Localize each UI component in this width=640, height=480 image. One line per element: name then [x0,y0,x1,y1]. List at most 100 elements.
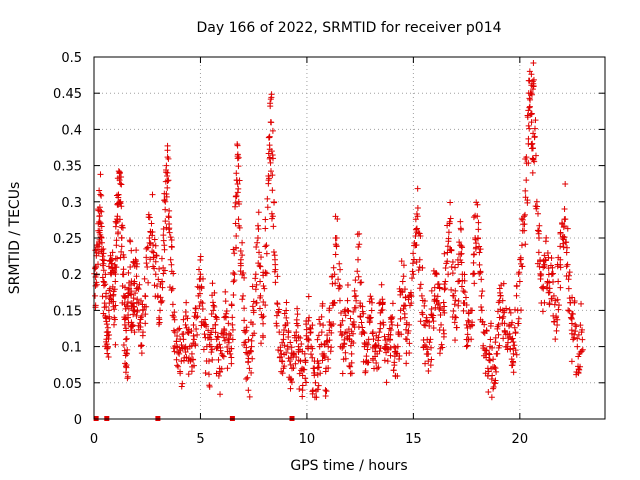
data-point [145,279,152,286]
data-point [109,249,116,256]
data-point [420,344,427,351]
data-point [365,359,372,366]
data-point [139,307,146,314]
data-point [416,285,423,292]
data-point [136,319,143,326]
data-point [457,218,464,225]
data-point [309,354,316,361]
data-point [171,316,178,323]
data-point [287,339,294,346]
data-point [526,125,533,132]
data-point [455,302,462,309]
data-point [253,299,260,306]
data-point [504,339,511,346]
data-point [436,306,443,313]
data-point [557,284,564,291]
data-point [330,264,337,271]
data-point [211,303,218,310]
data-point [377,309,384,316]
data-point [509,358,516,365]
data-point [236,200,243,207]
data-point [142,311,149,318]
data-point [105,307,112,314]
data-point [279,370,286,377]
data-point [485,356,492,363]
data-point [217,347,224,354]
data-point [122,360,129,367]
data-point [171,309,178,316]
data-point [421,302,428,309]
data-point [160,270,167,277]
data-point [535,230,542,237]
data-point [529,86,536,93]
data-point [502,343,509,350]
y-tick-label: 0.1 [61,341,82,356]
data-point [137,316,144,323]
data-point [579,336,586,343]
chart-title: Day 166 of 2022, SRMTID for receiver p01… [196,20,501,36]
data-point [396,285,403,292]
data-point [220,353,227,360]
data-point [430,325,437,332]
data-point [448,247,455,254]
data-point [464,342,471,349]
data-point [336,260,343,267]
data-point [285,355,292,362]
data-point [309,345,316,352]
data-point [379,301,386,308]
data-point [299,393,306,400]
data-point [399,289,406,296]
data-point [212,313,219,320]
data-point [217,391,224,398]
data-point [548,254,555,261]
data-point [134,307,141,314]
data-point [417,281,424,288]
data-point [303,379,310,386]
data-point [158,255,165,262]
data-point [168,236,175,243]
data-point [223,310,230,317]
data-point [183,354,190,361]
data-point [105,263,112,270]
data-point [387,352,394,359]
data-point [396,356,403,363]
data-point [245,387,252,394]
data-point [568,358,575,365]
data-point [336,282,343,289]
data-point [255,209,262,216]
data-point [359,308,366,315]
data-point [312,379,319,386]
data-point [565,285,572,292]
data-point [283,314,290,321]
data-point [375,364,382,371]
data-point [476,243,483,250]
data-point [515,320,522,327]
data-point [375,342,382,349]
data-point [474,213,481,220]
data-point [159,297,166,304]
data-point [387,344,394,351]
data-point [120,251,127,258]
data-point [174,333,181,340]
data-point [233,245,240,252]
data-point [134,260,141,267]
data-point [575,331,582,338]
data-point [511,342,518,349]
data-point [255,260,262,267]
data-point [579,326,586,333]
data-point [262,302,269,309]
data-point [218,330,225,337]
data-point [442,265,449,272]
data-point [206,382,213,389]
data-point [529,169,536,176]
data-point [579,346,586,353]
data-point [575,353,582,360]
data-point [125,312,132,319]
data-point [519,263,526,270]
data-point [160,232,167,239]
data-point [291,350,298,357]
data-point [573,323,580,330]
data-point [440,299,447,306]
data-point [229,336,236,343]
data-point [563,244,570,251]
